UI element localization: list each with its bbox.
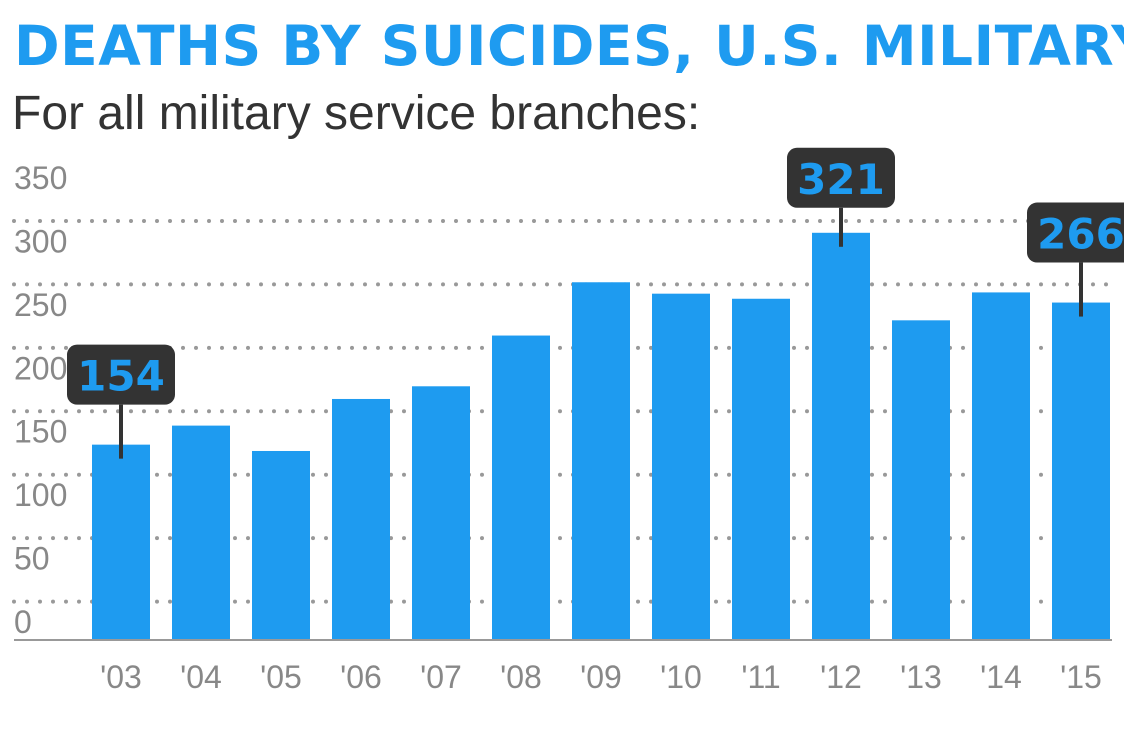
bar (572, 282, 630, 640)
x-tick-label: '13 (900, 659, 942, 695)
bar (732, 298, 790, 640)
x-tick-label: '15 (1060, 659, 1102, 695)
data-label: 154 (77, 352, 165, 401)
bar (652, 293, 710, 640)
bar (332, 398, 390, 640)
y-tick-label: 0 (14, 604, 32, 640)
bar (972, 292, 1030, 640)
bar (892, 320, 950, 640)
x-tick-label: '05 (260, 659, 302, 695)
bar (812, 232, 870, 640)
y-tick-label: 150 (14, 414, 67, 450)
x-tick-label: '08 (500, 659, 542, 695)
y-tick-label: 350 (14, 160, 67, 196)
data-label: 266 (1037, 210, 1124, 259)
x-tick-label: '12 (820, 659, 862, 695)
y-tick-label: 100 (14, 477, 67, 513)
bar (412, 386, 470, 640)
y-tick-label: 300 (14, 223, 67, 259)
x-tick-label: '07 (420, 659, 462, 695)
bar (252, 450, 310, 640)
bar (92, 444, 150, 640)
x-tick-label: '11 (741, 659, 780, 695)
callout-box (1027, 202, 1124, 263)
x-tick-label: '06 (340, 659, 382, 695)
x-tick-label: '14 (980, 659, 1022, 695)
callout-box (787, 147, 895, 208)
x-tick-label: '09 (580, 659, 622, 695)
bar (492, 335, 550, 640)
x-tick-label: '10 (660, 659, 702, 695)
y-tick-label: 50 (14, 541, 50, 577)
x-tick-label: '04 (180, 659, 222, 695)
callout-box (67, 344, 175, 405)
bar (1052, 302, 1110, 640)
chart-subtitle: For all military service branches: (12, 87, 701, 140)
y-tick-label: 200 (14, 350, 67, 386)
x-tick-label: '03 (100, 659, 142, 695)
y-tick-label: 250 (14, 287, 67, 323)
data-label: 321 (797, 155, 885, 204)
bar (172, 425, 230, 640)
chart-title: DEATHS BY SUICIDES, U.S. MILITARY (14, 14, 1124, 78)
